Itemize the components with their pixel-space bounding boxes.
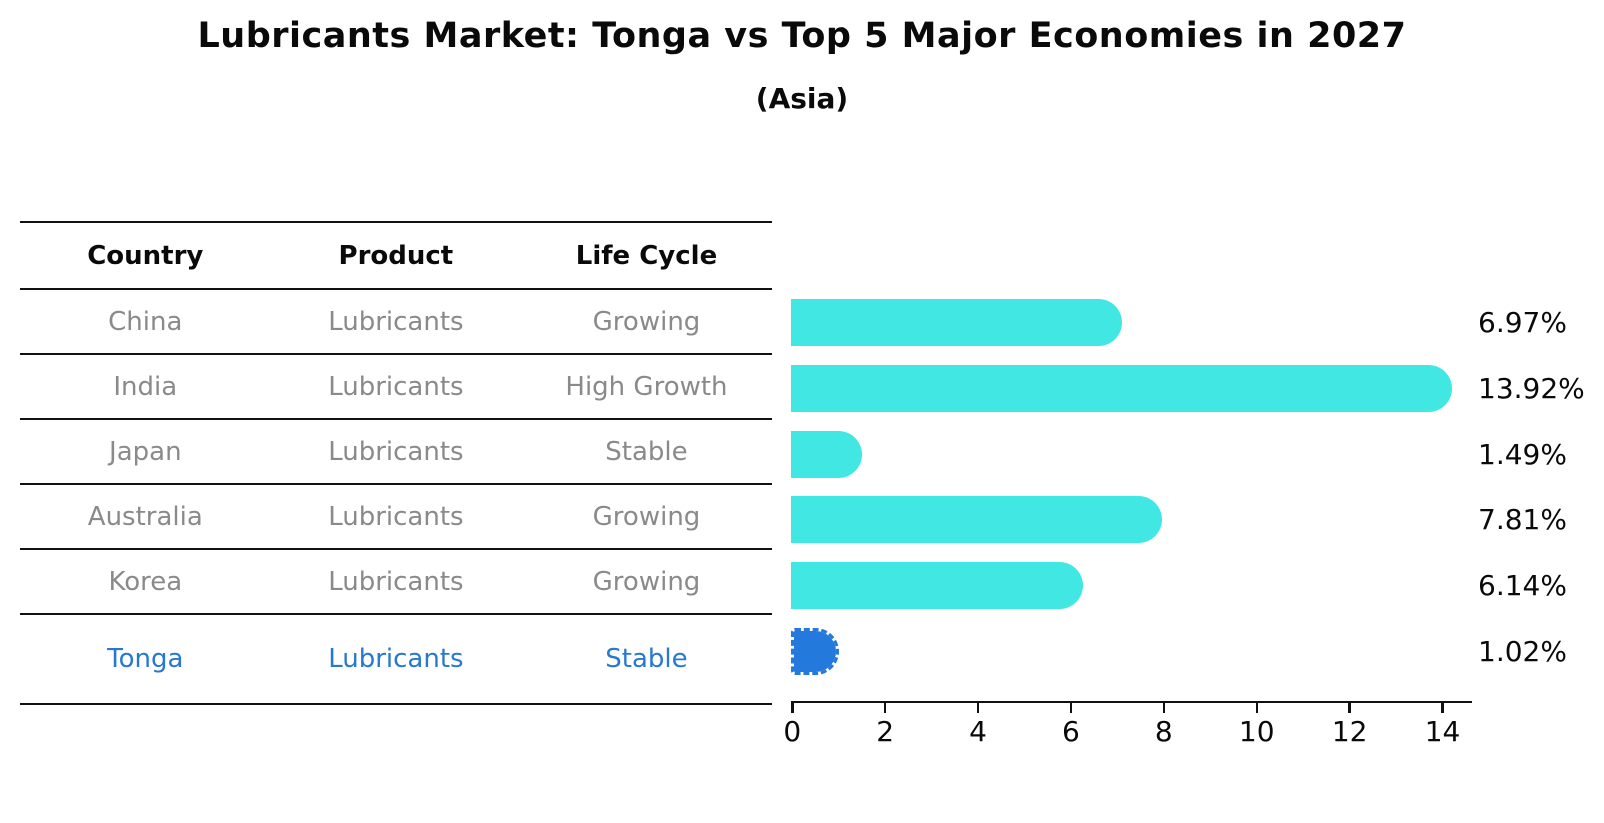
x-tick-label-2: 2	[876, 715, 895, 748]
table-row-india: India Lubricants High Growth	[20, 355, 772, 420]
x-tick-mark-12	[1348, 703, 1351, 713]
cell-country: Tonga	[107, 644, 184, 674]
x-tick-label-14: 14	[1424, 715, 1461, 748]
bar-korea	[791, 562, 1083, 610]
cell-life-cycle: Growing	[592, 501, 701, 532]
table-row-korea: Korea Lubricants Growing	[20, 550, 772, 615]
chart-subtitle: (Asia)	[755, 82, 849, 115]
cell-country: India	[113, 371, 178, 402]
cell-life-cycle: Stable	[605, 436, 688, 467]
value-label-india: 13.92%	[1478, 371, 1585, 405]
chart-title: Lubricants Market: Tonga vs Top 5 Major …	[197, 16, 1407, 56]
cell-product: Lubricants	[328, 306, 464, 337]
column-header-country: Country	[87, 240, 204, 271]
table-row-japan: Japan Lubricants Stable	[20, 420, 772, 485]
table-header-row: Country Product Life Cycle	[20, 223, 772, 290]
bar-tonga-highlighted	[791, 628, 840, 675]
cell-life-cycle: High Growth	[565, 371, 728, 402]
cell-country: Korea	[108, 566, 183, 597]
x-tick-mark-4	[976, 703, 980, 713]
cell-product: Lubricants	[328, 501, 464, 532]
country-table: Country Product Life Cycle China Lubrica…	[20, 221, 772, 705]
x-tick-label-4: 4	[969, 715, 987, 748]
cell-product: Lubricants	[328, 436, 464, 467]
x-tick-mark-8	[1162, 703, 1166, 713]
x-axis-ticks: 0 2 4 6 8 10 12 14	[783, 703, 1472, 753]
bar-china	[791, 299, 1123, 346]
cell-life-cycle: Growing	[592, 306, 701, 337]
table-row-tonga: Tonga Lubricants Stable	[20, 615, 772, 705]
bar-india	[791, 364, 1453, 412]
x-tick-label-12: 12	[1331, 715, 1368, 748]
cell-country: Australia	[87, 501, 203, 532]
bar-australia	[791, 496, 1162, 544]
x-tick-label-0: 0	[783, 715, 802, 748]
value-label-tonga: 1.02%	[1478, 635, 1567, 668]
x-tick-label-6: 6	[1062, 715, 1080, 748]
cell-country: Japan	[109, 436, 182, 467]
bar-japan	[791, 430, 862, 478]
value-label-australia: 7.81%	[1478, 503, 1567, 537]
cell-product: Lubricants	[328, 371, 464, 402]
cell-life-cycle: Growing	[592, 566, 701, 597]
x-tick-mark-10	[1255, 703, 1258, 713]
x-tick-mark-0	[791, 703, 794, 713]
value-label-china: 6.97%	[1478, 306, 1567, 339]
x-tick-label-10: 10	[1238, 715, 1275, 748]
column-header-product: Product	[338, 240, 454, 271]
table-row-china: China Lubricants Growing	[20, 290, 772, 355]
x-axis-line	[791, 701, 1472, 703]
cell-product: Lubricants	[328, 566, 464, 597]
value-label-japan: 1.49%	[1478, 437, 1567, 471]
x-tick-mark-14	[1441, 703, 1444, 713]
cell-product: Lubricants	[328, 644, 464, 674]
cell-country: China	[108, 306, 183, 337]
x-tick-mark-6	[1069, 703, 1073, 713]
value-label-korea: 6.14%	[1478, 569, 1567, 603]
x-tick-label-8: 8	[1154, 715, 1173, 748]
x-tick-mark-2	[883, 703, 887, 713]
column-header-life-cycle: Life Cycle	[575, 240, 718, 271]
table-row-australia: Australia Lubricants Growing	[20, 485, 772, 550]
cell-life-cycle: Stable	[605, 644, 688, 674]
